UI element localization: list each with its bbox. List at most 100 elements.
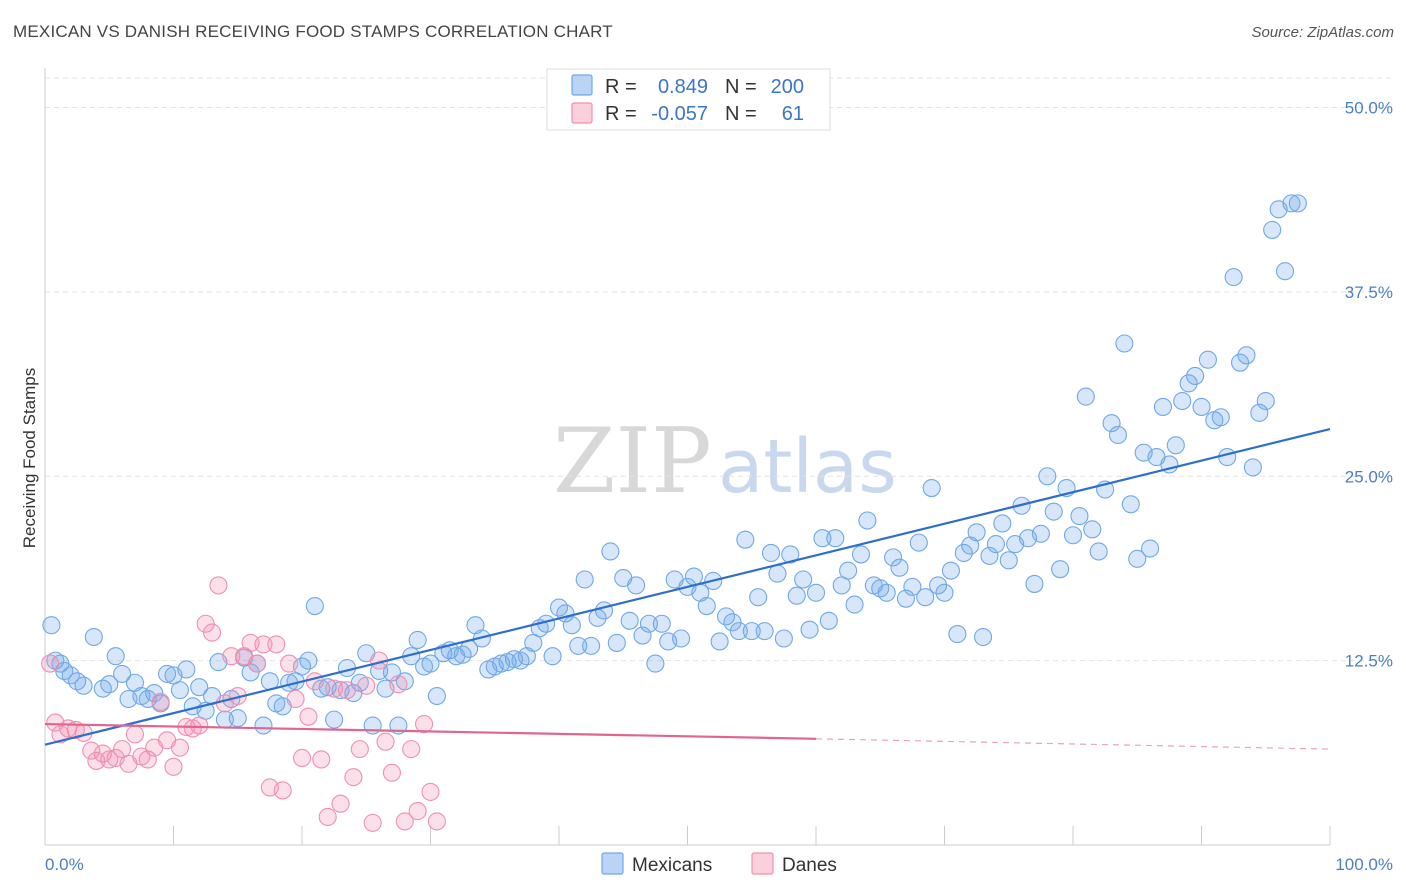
point-mexicans-6 [74, 676, 93, 695]
legend-n-label-2: N = [725, 103, 757, 125]
legend-bottom-swatch-danes [751, 852, 774, 875]
point-mexicans-162 [1083, 520, 1102, 539]
legend-r-label-1: R = [605, 76, 637, 98]
point-danes-19 [164, 757, 183, 776]
point-mexicans-108 [736, 530, 755, 549]
point-mexicans-145 [973, 627, 993, 647]
point-mexicans-177 [1179, 374, 1198, 393]
series-mexicans-points [42, 194, 1307, 735]
point-mexicans-126 [851, 545, 871, 564]
legend-r-value-1: 0.849 [658, 76, 708, 98]
point-danes-23 [190, 716, 209, 735]
point-mexicans-29 [228, 709, 247, 728]
point-danes-46 [337, 681, 357, 700]
point-mexicans-154 [1031, 524, 1050, 543]
legend-n-value-1: 200 [771, 76, 804, 98]
point-mexicans-114 [774, 629, 793, 648]
point-mexicans-182 [1211, 408, 1230, 427]
point-mexicans-106 [723, 613, 742, 632]
legend-swatch-mexicans [571, 74, 593, 96]
point-mexicans-23 [190, 678, 209, 697]
point-mexicans-190 [1263, 220, 1282, 239]
point-danes-58 [415, 714, 434, 734]
point-mexicans-7 [84, 627, 103, 647]
trend-lines [44, 427, 1331, 750]
point-mexicans-159 [1063, 526, 1083, 545]
point-danes-48 [350, 740, 369, 759]
x-tick-label-1: 100.0% [1335, 855, 1393, 874]
point-mexicans-186 [1237, 346, 1256, 365]
legend-bottom-label-danes: Danes [782, 855, 837, 876]
point-danes-43 [318, 807, 337, 827]
point-danes-41 [305, 672, 324, 691]
point-mexicans-135 [909, 533, 928, 552]
legend-r-value-2: -0.057 [651, 103, 708, 125]
point-mexicans-88 [607, 633, 626, 652]
point-mexicans-82 [569, 636, 588, 655]
point-mexicans-57 [408, 630, 427, 650]
x-tick-labels: 0.0% 100.0% [45, 855, 1393, 874]
legend-bottom-label-mexicans: Mexicans [632, 855, 712, 876]
point-danes-50 [363, 813, 382, 832]
point-mexicans-139 [935, 583, 954, 602]
point-danes-0 [41, 654, 60, 673]
point-mexicans-125 [845, 595, 864, 614]
point-danes-39 [292, 748, 312, 768]
point-mexicans-169 [1128, 549, 1147, 568]
point-mexicans-140 [941, 561, 960, 580]
x-tick-label-0: 0.0% [45, 855, 84, 874]
point-danes-55 [395, 812, 414, 831]
point-mexicans-173 [1153, 397, 1172, 416]
point-mexicans-20 [170, 681, 189, 700]
point-mexicans-9 [100, 675, 119, 694]
point-mexicans-179 [1192, 397, 1211, 416]
axes [44, 68, 1331, 846]
point-mexicans-122 [826, 529, 845, 548]
point-mexicans-194 [1288, 194, 1307, 213]
y-tick-label-2: 37.5% [1345, 283, 1393, 302]
point-mexicans-41 [305, 596, 324, 616]
point-mexicans-180 [1198, 350, 1217, 369]
point-danes-53 [382, 763, 402, 782]
point-mexicans-157 [1051, 560, 1070, 579]
point-mexicans-133 [896, 589, 916, 608]
point-danes-40 [299, 707, 318, 726]
point-mexicans-132 [890, 558, 909, 577]
point-mexicans-156 [1044, 502, 1063, 521]
point-mexicans-33 [254, 716, 273, 735]
point-mexicans-165 [1102, 414, 1121, 433]
point-danes-56 [402, 740, 421, 759]
point-mexicans-130 [877, 583, 896, 602]
legend-box [546, 68, 831, 131]
point-mexicans-95 [652, 614, 671, 633]
point-mexicans-127 [858, 511, 877, 530]
point-danes-59 [421, 782, 440, 801]
point-mexicans-153 [1025, 574, 1044, 593]
legend-top: R = 0.849 N = 200 R = -0.057 N = 61 [546, 68, 831, 131]
point-danes-47 [344, 768, 363, 787]
series-danes-points [41, 576, 446, 832]
point-danes-25 [203, 623, 222, 642]
point-mexicans-112 [761, 543, 781, 563]
point-mexicans-183 [1218, 448, 1237, 467]
point-mexicans-167 [1115, 334, 1134, 353]
point-mexicans-147 [986, 535, 1005, 554]
point-danes-52 [376, 732, 395, 751]
point-danes-32 [247, 654, 267, 673]
point-mexicans-176 [1173, 391, 1192, 411]
point-mexicans-78 [543, 647, 562, 666]
point-mexicans-166 [1108, 425, 1128, 445]
point-mexicans-192 [1275, 262, 1295, 281]
point-mexicans-117 [794, 570, 813, 589]
point-mexicans-93 [639, 614, 659, 633]
point-mexicans-110 [749, 588, 768, 607]
point-mexicans-187 [1243, 458, 1262, 477]
point-mexicans-44 [325, 710, 344, 729]
y-tick-label-1: 25.0% [1345, 467, 1393, 486]
point-danes-15 [138, 750, 157, 769]
point-mexicans-193 [1282, 194, 1301, 213]
point-mexicans-18 [158, 664, 177, 683]
legend-n-value-2: 61 [782, 103, 804, 125]
point-mexicans-185 [1231, 353, 1250, 372]
point-danes-26 [209, 576, 228, 595]
